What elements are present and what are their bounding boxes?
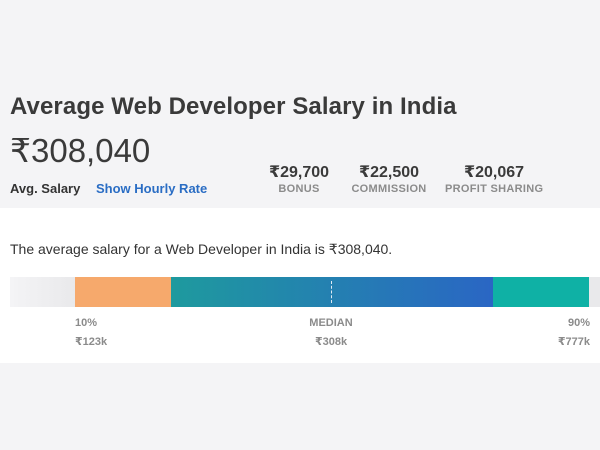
range-bar-10th-percentile bbox=[75, 277, 171, 307]
range-bar-low-tail bbox=[10, 277, 75, 307]
salary-range-bar bbox=[10, 277, 600, 307]
profit-sharing-label: PROFIT SHARING bbox=[445, 183, 544, 195]
percentile-10-marker: 10% ₹123k bbox=[75, 315, 107, 350]
salary-description: The average salary for a Web Developer i… bbox=[10, 241, 393, 257]
salary-header: Average Web Developer Salary in India ₹3… bbox=[0, 0, 600, 208]
bonus-label: BONUS bbox=[278, 183, 320, 195]
percentile-10-value: ₹123k bbox=[75, 336, 108, 348]
range-bar-high-tail bbox=[589, 277, 600, 307]
commission-stat: ₹22,500 COMMISSION bbox=[350, 164, 428, 197]
show-hourly-rate-link[interactable]: Show Hourly Rate bbox=[96, 181, 208, 196]
page-title: Average Web Developer Salary in India bbox=[10, 93, 457, 120]
commission-value: ₹22,500 bbox=[358, 164, 420, 181]
avg-salary-label: Avg. Salary bbox=[10, 181, 81, 196]
range-bar-median-segment bbox=[171, 277, 493, 307]
median-marker-line bbox=[331, 281, 332, 303]
percentile-10-label: 10% bbox=[75, 317, 98, 329]
commission-label: COMMISSION bbox=[351, 183, 427, 195]
bonus-value: ₹29,700 bbox=[268, 164, 330, 181]
percentile-90-value: ₹777k bbox=[557, 336, 590, 348]
profit-sharing-value: ₹20,067 bbox=[463, 164, 525, 181]
percentile-90-label: 90% bbox=[567, 317, 590, 329]
median-marker: MEDIAN ₹308k bbox=[286, 315, 376, 350]
average-salary-amount: ₹308,040 bbox=[10, 132, 151, 169]
median-label: MEDIAN bbox=[309, 317, 353, 329]
profit-sharing-stat: ₹20,067 PROFIT SHARING bbox=[445, 164, 543, 197]
bonus-stat: ₹29,700 BONUS bbox=[266, 164, 332, 197]
salary-range-card: The average salary for a Web Developer i… bbox=[0, 208, 600, 363]
percentile-90-marker: 90% ₹777k bbox=[520, 315, 590, 350]
median-value: ₹308k bbox=[314, 336, 348, 348]
range-bar-90th-percentile bbox=[493, 277, 589, 307]
